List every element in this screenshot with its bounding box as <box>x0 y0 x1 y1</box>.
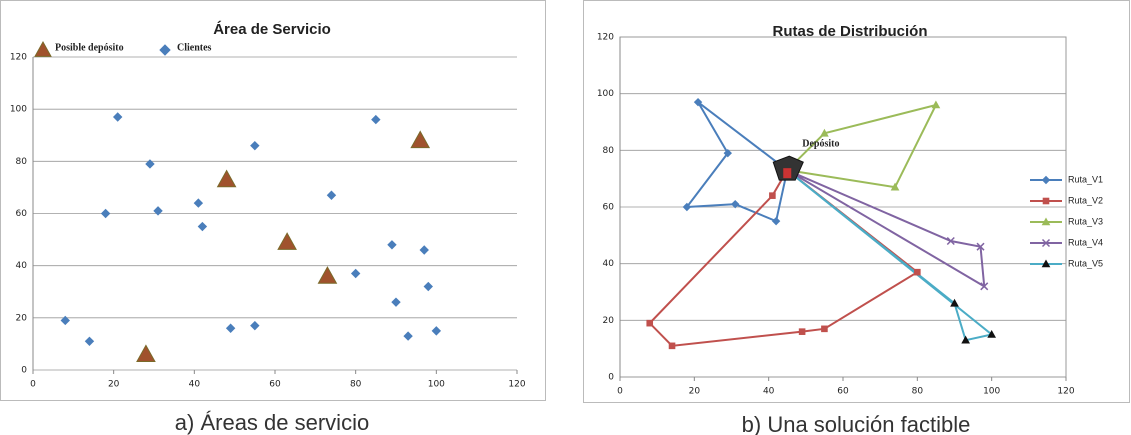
y-tick-label: 100 <box>597 89 614 99</box>
marker <box>820 128 829 137</box>
marker <box>193 198 204 208</box>
y-tick-label: 20 <box>16 313 28 323</box>
marker <box>693 97 703 107</box>
marker <box>976 242 985 251</box>
marker <box>250 320 260 331</box>
marker <box>403 331 413 341</box>
marker <box>431 326 442 336</box>
marker <box>112 112 123 122</box>
x-tick-label: 120 <box>1057 387 1074 397</box>
legend-label: Ruta_V5 <box>1068 258 1103 268</box>
y-tick-label: 80 <box>16 157 28 167</box>
marker <box>950 298 959 307</box>
y-tick-label: 120 <box>10 53 27 63</box>
marker <box>225 323 236 333</box>
y-tick-label: 60 <box>603 203 615 213</box>
route-line <box>648 169 920 347</box>
caption: a) Áreas de servicio <box>175 410 369 435</box>
legend-label: Ruta_V4 <box>1068 237 1103 247</box>
legend-label: Ruta_V1 <box>1068 174 1103 184</box>
x-tick-label: 120 <box>508 380 525 390</box>
marker <box>84 336 95 347</box>
chart-frame <box>0 0 546 401</box>
y-tick-label: 40 <box>603 259 615 269</box>
caption: b) Una solución factible <box>742 412 971 435</box>
marker <box>946 236 955 246</box>
marker <box>250 140 260 151</box>
x-tick-label: 0 <box>30 380 36 390</box>
x-tick-label: 0 <box>617 387 623 397</box>
marker <box>961 335 970 344</box>
marker <box>277 232 297 250</box>
y-tick-label: 80 <box>603 146 615 156</box>
marker <box>771 216 781 226</box>
legend-label: Ruta_V3 <box>1068 216 1103 226</box>
x-tick-label: 100 <box>428 380 445 390</box>
marker <box>798 328 806 335</box>
marker <box>769 192 776 199</box>
marker <box>1041 238 1051 248</box>
marker <box>197 221 208 232</box>
legend-label: Ruta_V2 <box>1068 195 1103 205</box>
marker <box>987 329 997 338</box>
marker <box>145 159 155 169</box>
y-tick-label: 40 <box>16 261 28 271</box>
marker <box>159 44 171 56</box>
marker <box>731 199 740 209</box>
chart-title: Área de Servicio <box>213 21 331 38</box>
marker <box>1041 259 1051 268</box>
depot-door <box>783 168 792 179</box>
marker <box>317 266 338 284</box>
marker <box>931 100 941 109</box>
annotation: Depósito <box>802 138 839 149</box>
y-tick-label: 120 <box>597 33 614 43</box>
legend-label: Posible depósito <box>55 42 124 53</box>
marker <box>646 319 654 327</box>
marker <box>1042 197 1050 205</box>
marker <box>216 169 237 188</box>
marker <box>1041 217 1051 226</box>
x-tick-label: 80 <box>350 380 362 390</box>
marker <box>153 206 163 216</box>
marker <box>391 297 401 307</box>
marker <box>890 182 900 191</box>
x-tick-label: 60 <box>837 387 849 397</box>
marker <box>423 281 433 292</box>
y-tick-label: 20 <box>603 316 615 326</box>
marker <box>419 245 429 255</box>
marker <box>371 114 381 125</box>
marker <box>350 268 361 279</box>
marker <box>1041 175 1051 185</box>
x-tick-label: 100 <box>983 387 1000 397</box>
y-tick-label: 100 <box>10 105 27 115</box>
x-tick-label: 60 <box>269 380 281 390</box>
x-tick-label: 40 <box>763 387 775 397</box>
marker <box>914 268 921 276</box>
marker <box>136 344 156 363</box>
marker <box>980 282 989 291</box>
x-tick-label: 80 <box>912 387 924 397</box>
y-tick-label: 0 <box>608 373 614 383</box>
marker <box>723 148 732 158</box>
marker <box>387 240 397 250</box>
chart-title: Rutas de Distribución <box>772 23 927 40</box>
y-tick-label: 60 <box>16 209 28 219</box>
x-tick-label: 40 <box>189 380 201 390</box>
marker <box>326 190 337 200</box>
x-tick-label: 20 <box>689 387 701 397</box>
marker <box>60 315 70 326</box>
legend-label: Clientes <box>177 42 212 53</box>
marker <box>410 130 431 149</box>
marker <box>668 342 676 350</box>
y-tick-label: 0 <box>21 366 27 376</box>
marker <box>100 208 111 219</box>
marker <box>34 40 52 57</box>
marker <box>682 202 692 212</box>
marker <box>821 325 828 333</box>
x-tick-label: 20 <box>108 380 120 390</box>
